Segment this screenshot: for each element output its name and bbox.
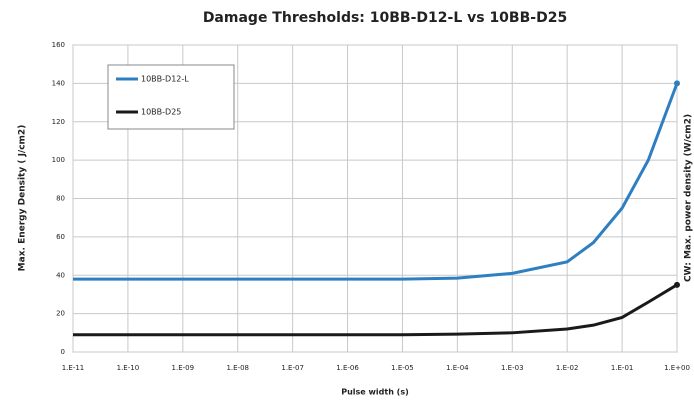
x-tick-label: 1.E-03 bbox=[501, 364, 524, 372]
legend-label: 10BB-D25 bbox=[141, 108, 181, 117]
x-tick-label: 1.E-07 bbox=[281, 364, 304, 372]
y-tick-label: 0 bbox=[61, 348, 65, 356]
x-tick-label: 1.E-04 bbox=[446, 364, 469, 372]
x-tick-label: 1.E+00 bbox=[664, 364, 690, 372]
x-tick-label: 1.E-06 bbox=[336, 364, 359, 372]
legend-box bbox=[107, 64, 235, 130]
y-tick-label: 120 bbox=[52, 118, 65, 126]
y-tick-label: 160 bbox=[52, 41, 65, 49]
y-tick-label: 100 bbox=[52, 156, 65, 164]
end-marker bbox=[674, 80, 680, 87]
series-line bbox=[73, 82, 679, 281]
x-axis-label: Pulse width (s) bbox=[341, 388, 409, 397]
x-tick-label: 1.E-10 bbox=[117, 364, 140, 372]
y-tick-label: 80 bbox=[56, 195, 65, 203]
x-tick-label: 1.E-08 bbox=[226, 364, 249, 372]
series-line bbox=[73, 283, 678, 337]
x-tick-label: 1.E-01 bbox=[611, 364, 634, 372]
y-tick-label: 40 bbox=[56, 271, 65, 279]
end-marker bbox=[674, 281, 680, 288]
legend-label: 10BB-D12-L bbox=[141, 75, 189, 84]
x-tick-label: 1.E-11 bbox=[62, 364, 85, 372]
y-tick-label: 140 bbox=[52, 79, 65, 87]
y-axis-label: Max. Energy Density ( J/cm2) bbox=[18, 125, 28, 272]
x-tick-label: 1.E-05 bbox=[391, 364, 414, 372]
y2-axis-label: CW: Max. power density (W/cm2) bbox=[684, 114, 694, 282]
x-tick-label: 1.E-02 bbox=[556, 364, 579, 372]
chart-title: Damage Thresholds: 10BB-D12-L vs 10BB-D2… bbox=[203, 10, 567, 26]
y-tick-label: 20 bbox=[56, 310, 65, 318]
x-tick-label: 1.E-09 bbox=[172, 364, 195, 372]
y-tick-label: 60 bbox=[56, 233, 65, 241]
